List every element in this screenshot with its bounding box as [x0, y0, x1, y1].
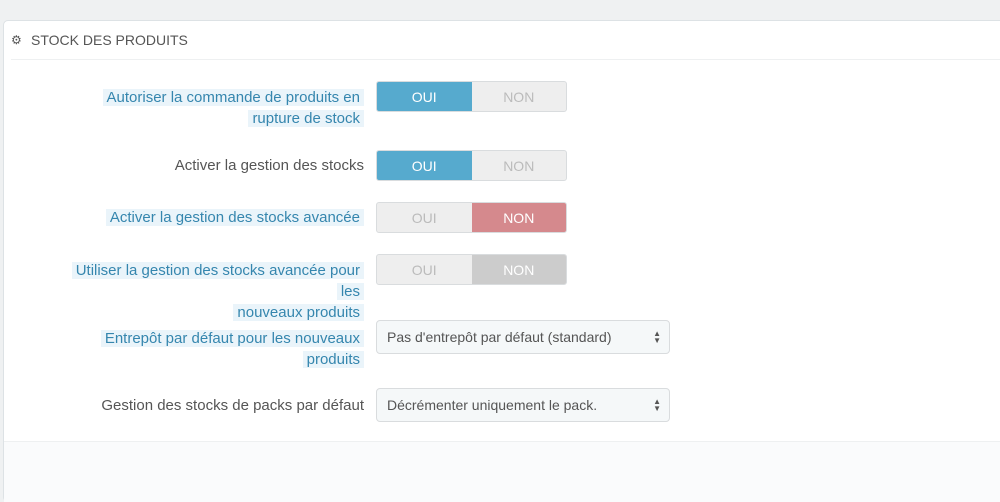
cogs-icon: ⚙ — [11, 33, 22, 47]
option-oui[interactable]: OUI — [411, 261, 437, 278]
label-stock-management: Activer la gestion des stocks — [174, 157, 364, 174]
label-pack-stock: Gestion des stocks de packs par défaut — [101, 397, 364, 414]
allow-backorders-switch[interactable]: OUI NON — [376, 81, 567, 112]
pack-stock-select[interactable]: Décrémenter uniquement le pack. ▲ ▼ — [376, 388, 670, 422]
sort-arrows-icon: ▲ ▼ — [653, 397, 661, 413]
selected-value: Décrémenter uniquement le pack. — [387, 397, 598, 413]
option-oui[interactable]: OUI — [377, 82, 472, 111]
option-non[interactable]: NON — [503, 157, 535, 174]
label-advanced-stock-new-products: Utiliser la gestion des stocks avancée p… — [64, 260, 364, 323]
advanced-stock-switch[interactable]: OUI NON — [376, 202, 567, 233]
default-warehouse-select[interactable]: Pas d'entrepôt par défaut (standard) ▲ ▼ — [376, 320, 670, 354]
option-oui[interactable]: OUI — [411, 209, 437, 226]
stock-panel: ⚙ Stock des produits Autoriser la comman… — [3, 20, 1000, 502]
label-advanced-stock: Activer la gestion des stocks avancée — [64, 207, 364, 228]
panel-footer — [4, 441, 1000, 502]
option-non[interactable]: NON — [471, 255, 566, 284]
selected-value: Pas d'entrepôt par défaut (standard) — [387, 329, 612, 345]
stock-management-switch[interactable]: OUI NON — [376, 150, 567, 181]
panel-title: Stock des produits — [31, 32, 188, 48]
panel-header: ⚙ Stock des produits — [11, 21, 1000, 60]
advanced-stock-new-products-switch[interactable]: OUI NON — [376, 254, 567, 285]
option-non[interactable]: NON — [471, 203, 566, 232]
sort-arrows-icon: ▲ ▼ — [653, 329, 661, 345]
label-allow-backorders: Autoriser la commande de produits en rupt… — [64, 87, 364, 129]
label-default-warehouse: Entrepôt par défaut pour les nouveaux pro… — [64, 328, 364, 370]
option-oui[interactable]: OUI — [377, 151, 472, 180]
option-non[interactable]: NON — [503, 88, 535, 105]
